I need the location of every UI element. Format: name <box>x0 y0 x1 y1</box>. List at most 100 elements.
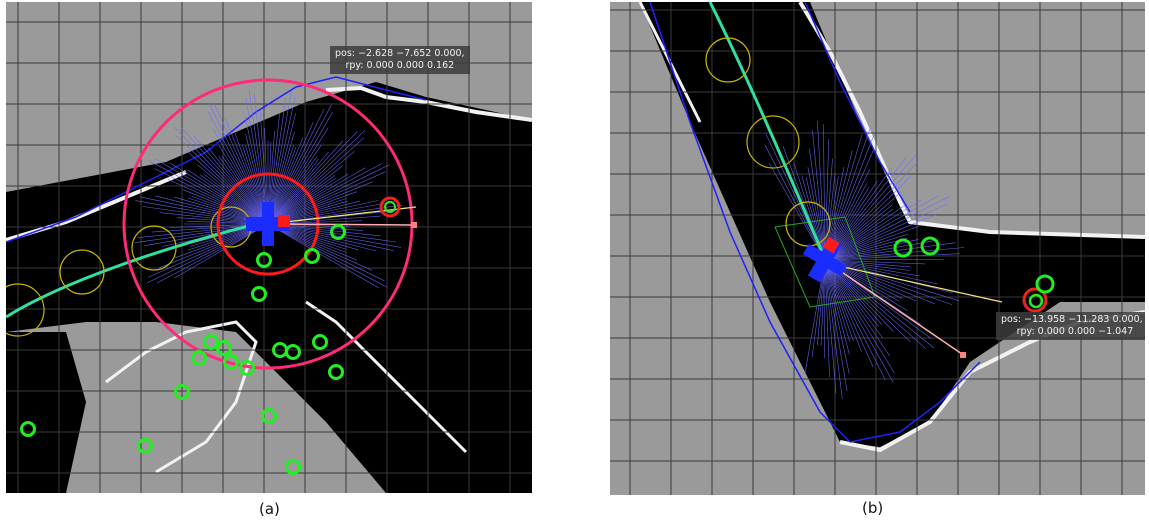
laser-ray <box>824 259 874 368</box>
laser-ray <box>817 120 826 261</box>
caption-b: (b) <box>862 499 884 517</box>
obstacle-markers <box>20 224 346 475</box>
laser-ray <box>824 259 850 374</box>
laser-ray <box>154 168 269 225</box>
target-marker <box>379 196 401 218</box>
free-space-lower <box>6 332 86 493</box>
laser-ray <box>824 259 886 380</box>
laser-ray <box>135 200 269 225</box>
laser-ray <box>824 139 830 261</box>
map-panel-b[interactable]: pos: −13.958 −11.283 0.000, | rpy: 0.000… <box>610 2 1145 495</box>
obstacle-marker <box>285 344 301 360</box>
laser-ray <box>824 259 848 392</box>
laser-ray <box>146 223 269 284</box>
laser-ray <box>267 158 319 225</box>
obstacle-marker <box>174 384 190 400</box>
laser-ray <box>267 144 322 225</box>
laser-ray <box>824 259 851 342</box>
laser-ray <box>824 214 936 261</box>
laser-ray <box>267 156 317 225</box>
laser-ray <box>824 247 965 261</box>
laser-ray <box>214 105 269 225</box>
laser-ray <box>174 223 269 279</box>
laser-ray <box>824 194 940 261</box>
laser-ray <box>824 259 925 265</box>
laser-ray <box>824 259 837 394</box>
laser-ray <box>824 196 950 261</box>
laser-ray <box>824 154 917 261</box>
obstacle-marker <box>239 360 255 376</box>
laser-ray <box>267 91 292 225</box>
laser-ray <box>248 90 269 225</box>
laser-ray <box>824 199 922 261</box>
pose-position-text: pos: −13.958 −11.283 0.000, | <box>1001 314 1145 325</box>
laser-ray <box>267 111 333 225</box>
obstacle-edge <box>798 2 1145 239</box>
occupancy-map-a[interactable] <box>6 2 532 493</box>
laser-ray <box>169 162 269 225</box>
free-space-corridor <box>640 2 1145 447</box>
laser-ray <box>768 162 826 261</box>
obstacle-edge <box>105 320 258 474</box>
obstacle-marker <box>137 438 153 454</box>
laser-ray <box>764 144 826 261</box>
goal-line <box>267 206 417 225</box>
laser-ray <box>824 225 920 261</box>
goal-point <box>960 352 966 358</box>
laser-ray <box>267 108 325 225</box>
laser-ray <box>267 164 390 225</box>
laser-ray <box>186 150 269 225</box>
laser-ray <box>824 242 956 261</box>
laser-ray <box>221 155 269 225</box>
robot-heading-marker <box>278 215 290 227</box>
obstacle-marker <box>191 350 207 366</box>
laser-ray <box>805 177 826 261</box>
laser-ray <box>267 151 329 225</box>
laser-ray <box>267 165 343 225</box>
laser-ray <box>824 239 938 261</box>
laser-ray <box>824 259 862 352</box>
laser-ray <box>267 167 366 225</box>
laser-ray <box>224 117 269 225</box>
obstacle-marker <box>1035 274 1055 294</box>
laser-ray <box>212 128 269 225</box>
laser-ray <box>218 145 269 225</box>
laser-scan-outline <box>849 361 981 443</box>
laser-ray <box>267 131 358 225</box>
laser-ray <box>824 239 919 261</box>
laser-ray <box>267 140 344 225</box>
laser-ray <box>824 259 894 383</box>
occupancy-map-b[interactable] <box>610 2 1145 495</box>
laser-ray <box>824 259 959 301</box>
laser-ray <box>267 127 329 225</box>
laser-ray <box>824 259 850 355</box>
laser-ray <box>824 203 948 261</box>
laser-ray <box>824 233 908 261</box>
goal-ray <box>829 263 963 355</box>
laser-ray <box>824 259 890 357</box>
laser-ray <box>147 223 269 278</box>
laser-ray <box>267 151 355 225</box>
target-marker-inner <box>1028 293 1044 309</box>
laser-scan-outline <box>804 2 911 213</box>
laser-ray <box>174 126 269 225</box>
laser-ray <box>267 223 385 282</box>
waypoint-circle <box>59 249 105 295</box>
pose-readout-a: pos: −2.628 −7.652 0.000, rpy: 0.000 0.0… <box>330 46 470 74</box>
laser-ray <box>218 156 269 225</box>
waypoint-circle <box>131 225 177 271</box>
laser-ray <box>824 127 871 261</box>
map-panel-a[interactable]: pos: −2.628 −7.652 0.000, rpy: 0.000 0.0… <box>6 2 532 493</box>
laser-ray <box>824 259 883 339</box>
goal-ray <box>267 223 415 226</box>
pose-position-text: pos: −2.628 −7.652 0.000, <box>335 48 465 59</box>
laser-ray <box>148 160 269 225</box>
laser-ray <box>154 158 269 225</box>
laser-ray <box>193 135 269 225</box>
laser-ray <box>267 104 332 225</box>
obstacle-edge <box>305 300 468 454</box>
laser-ray <box>267 223 388 288</box>
laser-ray <box>824 259 843 399</box>
laser-ray <box>197 164 269 225</box>
obstacle-marker <box>920 236 940 256</box>
